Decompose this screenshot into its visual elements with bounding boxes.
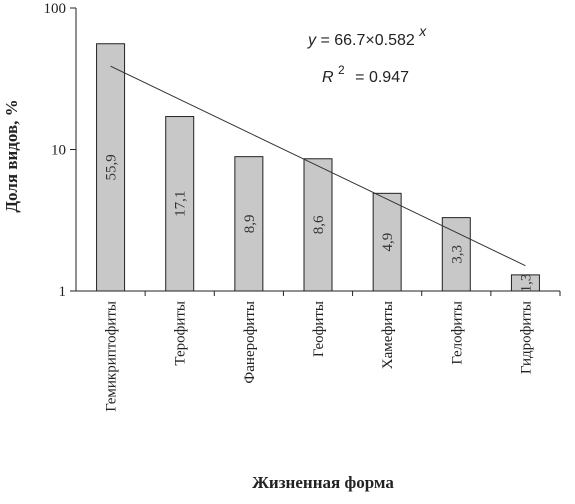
x-category-label: Гелофиты: [449, 301, 465, 365]
x-category-label: Фанерофиты: [242, 301, 258, 384]
bar: [303, 158, 333, 292]
trend-layer: [110, 65, 526, 267]
equation-exponent: x: [418, 23, 427, 39]
bar-value-labels: 55,9 17,1 8,9 8,6 4,9 3,3 1,3: [104, 154, 535, 292]
bar-value-label: 8,6: [311, 215, 327, 234]
x-category-label: Терофиты: [173, 301, 189, 366]
x-category-label: Хамефиты: [380, 301, 396, 369]
svg-text:y = 66.7×0.582: y = 66.7×0.582 x: [307, 23, 427, 49]
equation-body: = 66.7×0.582: [320, 32, 414, 49]
bar: [96, 43, 126, 292]
r2-symbol: R: [322, 69, 334, 86]
bars-layer: [96, 43, 540, 292]
r2-value: = 0.947: [355, 69, 409, 86]
r2-exponent: 2: [338, 63, 345, 77]
bar-value-label: 1,3: [518, 274, 534, 293]
y-axis-title: Доля видов, %: [2, 99, 21, 212]
y-tick-label: 100: [44, 1, 67, 17]
bar: [441, 217, 471, 292]
bar: [165, 116, 195, 292]
bar-value-label: 8,9: [242, 214, 258, 233]
y-tick-label: 1: [59, 284, 67, 300]
bar-value-label: 17,1: [173, 191, 189, 217]
y-ticks: 1 10 100: [44, 1, 76, 300]
bar: [234, 156, 264, 292]
x-category-label: Геофиты: [311, 301, 327, 357]
x-category-labels: Гемикриптофиты Терофиты Фанерофиты Геофиты Х…: [104, 291, 561, 412]
trend-line: [110, 65, 526, 267]
bar-value-label: 3,3: [449, 245, 465, 264]
svg-text:R 2 = 0.947: R 2 = 0.947: [322, 61, 409, 86]
x-axis-title: Жизненная форма: [252, 473, 394, 492]
trend-equation: y = 66.7×0.582 x R 2 = 0.947: [307, 23, 427, 86]
equation-y: y: [307, 32, 317, 49]
y-tick-label: 10: [51, 143, 66, 159]
bar-value-label: 55,9: [104, 154, 120, 180]
x-category-label: Гидрофиты: [518, 301, 534, 374]
x-category-label: Гемикриптофиты: [104, 301, 120, 412]
bar-value-label: 4,9: [380, 233, 396, 252]
